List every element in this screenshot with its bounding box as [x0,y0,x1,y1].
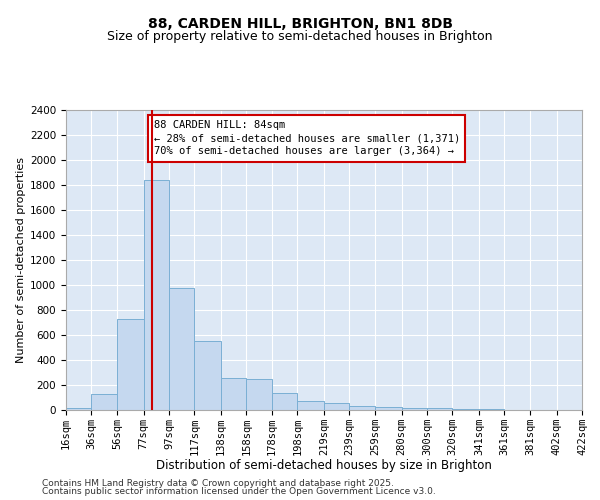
Text: 88, CARDEN HILL, BRIGHTON, BN1 8DB: 88, CARDEN HILL, BRIGHTON, BN1 8DB [148,18,452,32]
Text: 88 CARDEN HILL: 84sqm
← 28% of semi-detached houses are smaller (1,371)
70% of s: 88 CARDEN HILL: 84sqm ← 28% of semi-deta… [154,120,460,156]
X-axis label: Distribution of semi-detached houses by size in Brighton: Distribution of semi-detached houses by … [156,460,492,472]
Bar [143,180,169,410]
Bar [169,288,194,410]
Y-axis label: Number of semi-detached properties: Number of semi-detached properties [16,157,26,363]
Bar [375,407,401,410]
Text: Contains HM Land Registry data © Crown copyright and database right 2025.: Contains HM Land Registry data © Crown c… [42,478,394,488]
Bar [117,319,143,410]
Bar [247,379,272,410]
Bar [401,408,427,410]
Bar [221,378,247,410]
Bar [349,406,375,410]
Bar [452,409,479,410]
Text: Size of property relative to semi-detached houses in Brighton: Size of property relative to semi-detach… [107,30,493,43]
Bar [194,341,221,410]
Bar [91,394,117,410]
Text: Contains public sector information licensed under the Open Government Licence v3: Contains public sector information licen… [42,487,436,496]
Bar [427,408,452,410]
Bar [324,403,349,410]
Bar [298,401,324,410]
Bar [66,408,91,410]
Bar [272,392,298,410]
